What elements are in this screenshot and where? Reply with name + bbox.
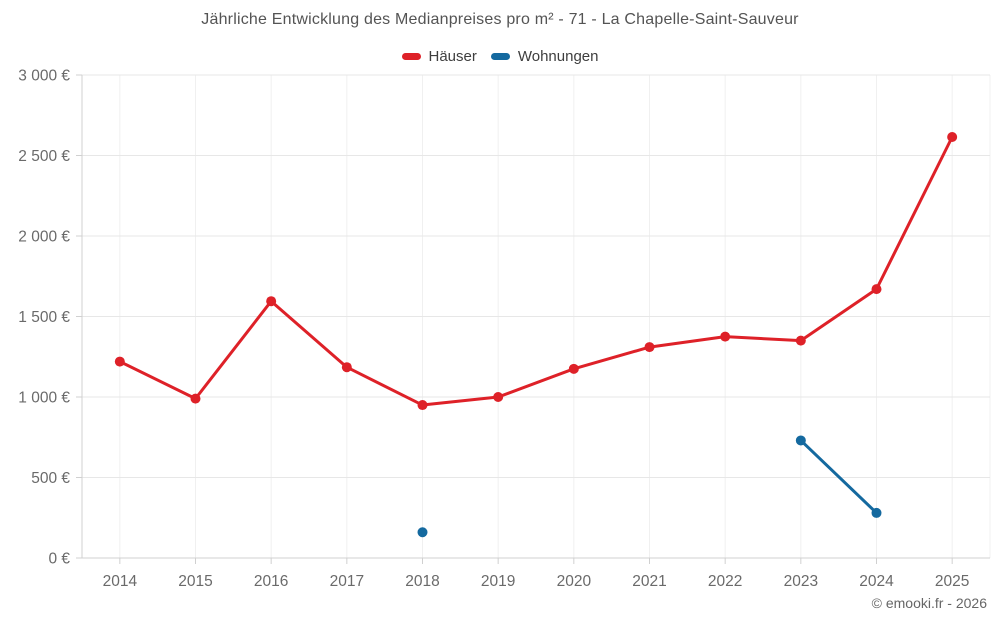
x-axis-label: 2016 <box>254 573 288 590</box>
x-axis-label: 2025 <box>935 573 969 590</box>
data-point-hauser-2021 <box>644 342 655 353</box>
legend-label-wohnungen: Wohnungen <box>517 47 599 65</box>
x-axis-label: 2021 <box>632 573 666 590</box>
data-point-hauser-2015 <box>190 393 201 404</box>
legend-swatch-wohnungen <box>490 52 510 60</box>
x-axis-label: 2015 <box>178 573 212 590</box>
y-axis-label: 1 500 € <box>18 309 70 326</box>
series-line-hauser <box>118 135 954 407</box>
y-axis-label: 2 500 € <box>18 148 70 165</box>
y-axis-label: 2 000 € <box>18 229 70 246</box>
series-line-wohnungen <box>799 438 878 515</box>
chart-title: Jährliche Entwicklung des Medianpreises … <box>201 11 799 28</box>
data-point-hauser-2023 <box>795 335 806 346</box>
y-axis-label: 0 € <box>48 551 70 568</box>
x-axis-label: 2018 <box>405 573 439 590</box>
x-axis-label: 2024 <box>859 573 894 590</box>
gridlines <box>82 74 991 559</box>
legend-item-hauser[interactable]: Häuser <box>401 47 477 65</box>
series-hauser <box>114 131 958 411</box>
chart-legend: Häuser Wohnungen <box>0 46 1000 66</box>
y-axis-label: 3 000 € <box>18 68 70 85</box>
copyright-text: © emooki.fr - 2026 <box>871 595 987 611</box>
data-point-hauser-2022 <box>720 331 731 342</box>
y-axis-label: 1 000 € <box>18 390 70 407</box>
axes: 0 € 500 € 1 000 € 1 500 € 2 000 € 2 500 € 3 00… <box>18 68 990 590</box>
x-axis-label: 2020 <box>557 573 592 590</box>
series-wohnungen <box>417 435 882 538</box>
data-point-hauser-2017 <box>341 362 352 373</box>
y-axis-label: 500 € <box>31 470 70 487</box>
x-axis-label: 2014 <box>103 573 138 590</box>
legend-label-hauser: Häuser <box>428 47 477 65</box>
data-point-hauser-2020 <box>568 363 579 374</box>
data-point-hauser-2024 <box>871 284 882 295</box>
data-point-wohnungen-2024 <box>871 507 882 518</box>
data-point-wohnungen-2023 <box>795 435 806 446</box>
legend-item-wohnungen[interactable]: Wohnungen <box>490 47 599 65</box>
x-axis-label: 2017 <box>330 573 364 590</box>
data-point-hauser-2025 <box>947 131 958 142</box>
data-point-wohnungen-2018 <box>417 527 428 538</box>
data-point-hauser-2019 <box>493 392 504 402</box>
x-axis-label: 2022 <box>708 573 742 590</box>
data-point-hauser-2014 <box>114 356 125 367</box>
data-point-hauser-2018 <box>417 400 428 411</box>
data-point-hauser-2016 <box>266 296 277 307</box>
x-axis-label: 2023 <box>784 573 818 590</box>
legend-swatch-hauser <box>401 52 421 60</box>
x-axis-label: 2019 <box>481 573 515 590</box>
